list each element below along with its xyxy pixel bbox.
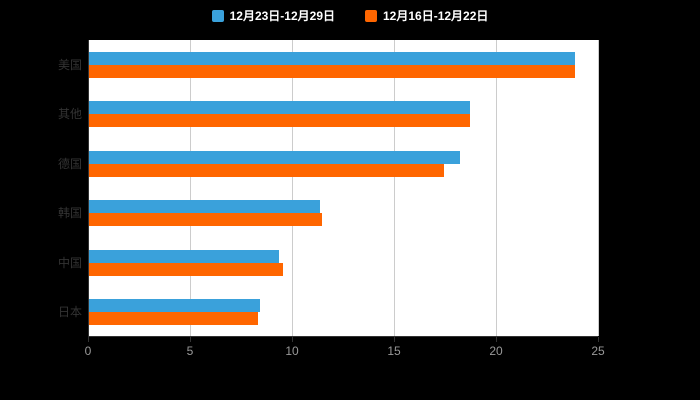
legend-label: 12月16日-12月22日 xyxy=(383,9,489,23)
y-category-label: 韩国 xyxy=(57,206,82,221)
x-tick-mark xyxy=(190,337,191,342)
bar-中国-series1[interactable] xyxy=(89,262,283,276)
y-category-label: 其他 xyxy=(57,107,82,122)
bar-韩国-series0[interactable] xyxy=(89,200,320,214)
legend-item-0[interactable]: 12月23日-12月29日 xyxy=(211,7,335,24)
legend-item-1[interactable]: 12月16日-12月22日 xyxy=(365,7,488,24)
x-tick-label: 25 xyxy=(591,344,605,358)
legend-label: 12月23日-12月29日 xyxy=(229,9,335,23)
y-category-label: 美国 xyxy=(57,57,82,72)
bar-美国-series0[interactable] xyxy=(89,51,575,65)
gridline xyxy=(496,40,497,336)
legend-marker-icon xyxy=(211,9,224,22)
y-category-label: 中国 xyxy=(57,255,82,270)
bar-中国-series0[interactable] xyxy=(89,249,279,263)
bar-美国-series1[interactable] xyxy=(89,64,575,78)
gridline xyxy=(292,40,293,336)
gridline xyxy=(598,40,599,336)
bar-其他-series1[interactable] xyxy=(89,114,471,128)
x-tick-mark xyxy=(88,337,89,342)
bar-其他-series0[interactable] xyxy=(89,101,471,115)
x-tick-mark xyxy=(598,337,599,342)
bar-日本-series0[interactable] xyxy=(89,299,261,313)
gridline xyxy=(190,40,191,336)
y-category-label: 德国 xyxy=(57,156,82,171)
gridline xyxy=(394,40,395,336)
x-tick-label: 0 xyxy=(84,344,92,358)
plot-area xyxy=(88,40,599,337)
x-tick-mark xyxy=(292,337,293,342)
bar-韩国-series1[interactable] xyxy=(89,213,322,227)
x-tick-mark xyxy=(394,337,395,342)
x-tick-label: 10 xyxy=(285,344,299,358)
y-category-label: 日本 xyxy=(57,305,82,320)
bar-日本-series1[interactable] xyxy=(89,312,259,326)
x-tick-label: 5 xyxy=(186,344,194,358)
legend-marker-icon xyxy=(365,9,377,22)
x-tick-label: 20 xyxy=(489,344,503,358)
x-tick-label: 15 xyxy=(387,344,401,358)
x-tick-mark xyxy=(496,337,497,342)
legend: 12月23日-12月29日 12月16日-12月22日 xyxy=(0,7,700,24)
bar-德国-series1[interactable] xyxy=(89,163,444,177)
bar-德国-series0[interactable] xyxy=(89,150,461,164)
